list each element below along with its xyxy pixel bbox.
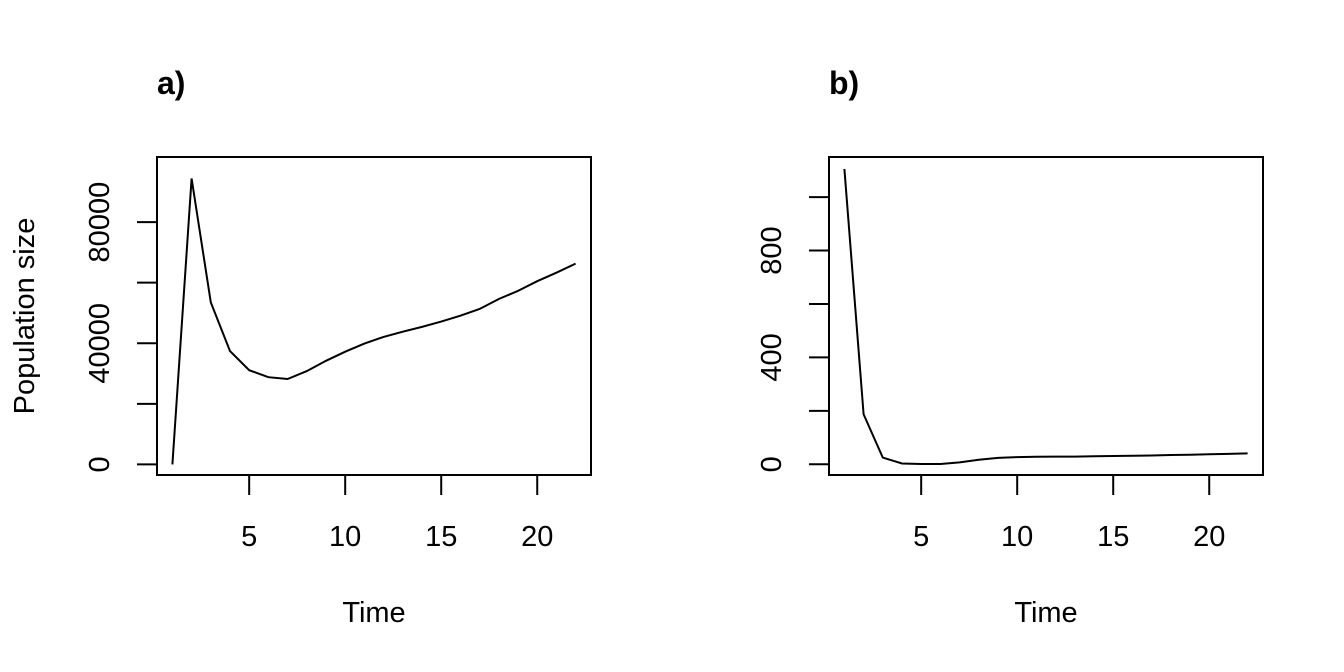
panel-b-x-axis: 5 10 15 20 <box>913 474 1225 553</box>
x-tick-label: 20 <box>1193 521 1225 553</box>
x-tick-label: 10 <box>1001 521 1033 553</box>
y-tick-label: 40000 <box>84 303 116 384</box>
y-tick-label: 400 <box>756 333 788 381</box>
panel-b-series-line <box>843 168 1248 465</box>
x-tick-label: 15 <box>425 521 457 553</box>
panel-b-title: b) <box>829 65 859 101</box>
x-tick-label: 10 <box>329 521 361 553</box>
panel-a: a) 5 10 15 20 0 40000 80000 Time Population s… <box>9 65 592 629</box>
x-tick-label: 20 <box>521 521 553 553</box>
y-tick-label: 0 <box>756 456 788 472</box>
panel-a-y-label: Population size <box>9 218 41 415</box>
panel-a-x-axis: 5 10 15 20 <box>241 474 553 553</box>
panel-b-x-label: Time <box>1014 597 1077 629</box>
panel-a-y-axis: 0 40000 80000 <box>84 182 158 472</box>
panel-b-y-axis: 0 400 800 <box>756 196 830 472</box>
y-tick-label: 80000 <box>84 182 116 263</box>
panel-b: b) 5 10 15 20 0 400 800 Time <box>756 65 1264 629</box>
y-tick-label: 800 <box>756 226 788 274</box>
x-tick-label: 5 <box>913 521 929 553</box>
x-tick-label: 15 <box>1097 521 1129 553</box>
x-tick-label: 5 <box>241 521 257 553</box>
y-tick-label: 0 <box>84 456 116 472</box>
panel-a-title: a) <box>157 65 185 101</box>
panel-a-series-line <box>171 178 577 465</box>
panel-a-x-label: Time <box>342 597 405 629</box>
